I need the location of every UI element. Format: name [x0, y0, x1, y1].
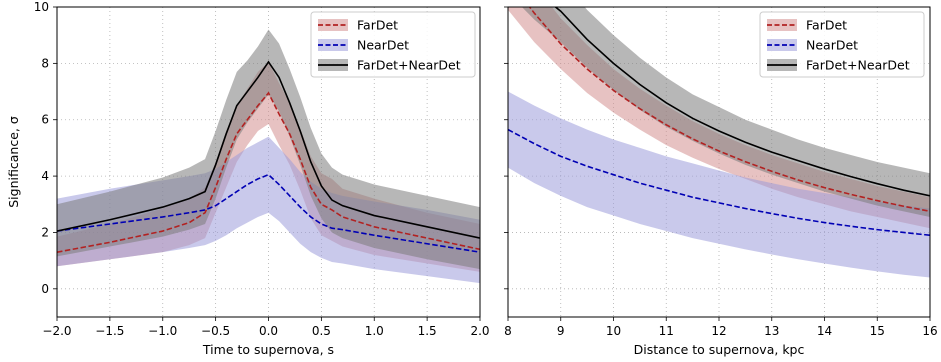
- right-legend-label: NearDet: [806, 38, 858, 53]
- right-combined-band: [521, 7, 930, 217]
- right-panel: 8 9 10 11 12 13 14 15 16 Distance to supernova, …: [504, 6, 938, 357]
- left-ticks: −2.0 −1.5 −1.0 −0.5 0.0 0.5 1.0 1.5 2.0 0 2 4 6 8 10: [34, 0, 490, 338]
- left-y-tick-label: 0: [41, 282, 49, 296]
- left-x-tick-label: −1.0: [148, 324, 177, 338]
- left-y-tick-label: 10: [34, 0, 49, 14]
- left-legend-label: FarDet+NearDet: [357, 58, 461, 73]
- right-legend-label: FarDet: [806, 18, 847, 33]
- right-x-tick-label: 13: [764, 324, 779, 338]
- left-y-tick-label: 4: [41, 169, 49, 183]
- right-neardet-line: [508, 128, 930, 237]
- left-y-axis-label: Significance, σ: [6, 116, 21, 208]
- left-x-tick-label: −2.0: [42, 324, 71, 338]
- left-bands: [57, 29, 480, 284]
- left-x-tick-label: 1.0: [365, 324, 384, 338]
- left-x-tick-label: −1.5: [95, 324, 124, 338]
- right-ticks: 8 9 10 11 12 13 14 15 16: [504, 6, 938, 338]
- right-x-tick-label: 9: [557, 324, 565, 338]
- right-x-tick-label: 15: [870, 324, 885, 338]
- left-lines: [57, 60, 480, 253]
- right-x-tick-label: 11: [659, 324, 674, 338]
- left-y-tick-label: 6: [41, 113, 49, 127]
- right-neardet-band: [508, 91, 930, 278]
- right-x-tick-label: 14: [817, 324, 832, 338]
- right-x-tick-label: 10: [606, 324, 621, 338]
- left-x-tick-label: 2.0: [470, 324, 489, 338]
- right-legend: FarDet NearDet FarDet+NearDet: [759, 11, 925, 78]
- left-y-tick-label: 8: [41, 56, 49, 70]
- left-x-tick-label: 0.0: [259, 324, 278, 338]
- left-legend-box: [310, 11, 476, 78]
- right-lines: [508, 7, 930, 237]
- left-legend: FarDet NearDet FarDet+NearDet: [310, 11, 476, 78]
- left-neardet-line: [57, 173, 480, 253]
- right-fardet-line: [528, 7, 930, 213]
- left-fardet-line: [57, 91, 480, 253]
- left-panel: −2.0 −1.5 −1.0 −0.5 0.0 0.5 1.0 1.5 2.0 0 2 4 6 8 10 T…: [6, 0, 490, 357]
- left-x-tick-label: 1.5: [418, 324, 437, 338]
- left-combined-band: [57, 29, 480, 270]
- right-legend-label: FarDet+NearDet: [806, 58, 910, 73]
- right-legend-box: [759, 11, 925, 78]
- right-bands: [508, 7, 930, 278]
- right-x-tick-label: 16: [922, 324, 937, 338]
- left-legend-label: NearDet: [357, 38, 409, 53]
- left-y-tick-label: 2: [41, 225, 49, 239]
- left-x-tick-label: −0.5: [201, 324, 230, 338]
- right-combined-line: [554, 7, 930, 197]
- right-x-tick-label: 12: [711, 324, 726, 338]
- left-legend-label: FarDet: [357, 18, 398, 33]
- left-x-tick-label: 0.5: [312, 324, 331, 338]
- left-combined-line: [57, 60, 480, 239]
- right-x-axis-label: Distance to supernova, kpc: [634, 342, 805, 357]
- right-x-tick-label: 8: [504, 324, 512, 338]
- left-x-axis-label: Time to supernova, s: [202, 342, 334, 357]
